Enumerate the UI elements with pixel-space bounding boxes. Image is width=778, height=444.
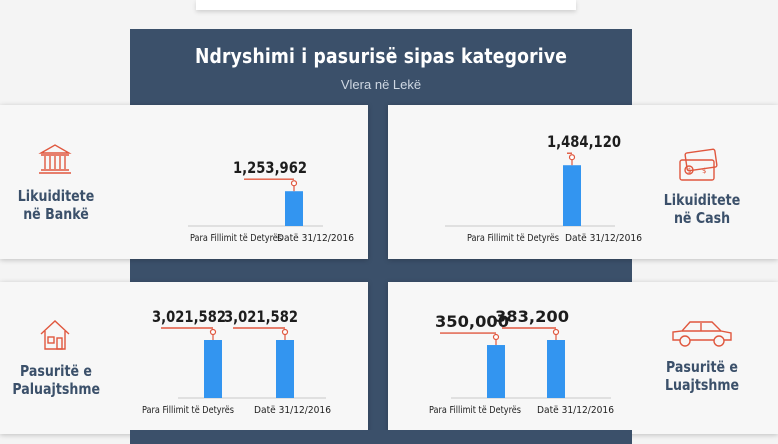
chart-marker (492, 333, 500, 341)
banner-bottom (130, 430, 632, 444)
chart-tick-label: Datë 31/12/2016 (565, 233, 642, 244)
card-cash (388, 105, 778, 259)
chart-tick-label: Para Fillimit të Detyrës (429, 405, 521, 416)
card-label-line: në Cash (673, 209, 731, 227)
chart-cash: 1,484,120 Para Fillimit të Detyrës Datë 31… (445, 132, 642, 244)
chart-tick-label: Para Fillimit të Detyrës (142, 405, 234, 416)
chart-data-label: 350,000 (435, 312, 509, 331)
card-label-bank: Likuiditete në Bankë (12, 187, 99, 223)
svg-text:$: $ (687, 167, 691, 175)
card-label-line: Pasuritë e (20, 362, 92, 380)
card-immovable (0, 282, 368, 434)
chart-marker (552, 328, 560, 336)
chart-bar (276, 340, 294, 398)
card-movable (388, 282, 778, 434)
bank-icon (38, 144, 72, 174)
card-label-line: Luajtshme (665, 376, 739, 394)
chart-bar (547, 340, 565, 398)
chart-tick-label: Para Fillimit të Detyrës (190, 233, 282, 244)
chart-data-label: 1,253,962 (233, 158, 307, 177)
chart-data-label: 3,021,582 (224, 307, 298, 326)
card-label-cash: Likuiditete në Cash (658, 191, 745, 227)
card-label-line: Likuiditete (663, 191, 741, 209)
chart-data-label: 1,484,120 (547, 132, 621, 151)
card-bank (0, 105, 368, 259)
chart-bar (487, 345, 505, 398)
chart-marker (209, 328, 217, 336)
chart-marker (290, 180, 298, 187)
car-icon (672, 321, 732, 347)
chart-bar (204, 340, 222, 398)
page-title: Ndryshimi i pasurisë sipas kategorive (194, 44, 568, 68)
svg-text:$: $ (702, 167, 706, 175)
card-label-movable: Pasuritë e Luajtshme (658, 358, 745, 394)
card-label-line: në Bankë (23, 205, 89, 223)
card-label-line: Paluajtshme (12, 380, 101, 398)
chart-tick-label: Datë 31/12/2016 (254, 405, 331, 416)
chart-tick-label: Datë 31/12/2016 (277, 233, 354, 244)
page-subtitle: Vlera në Lekë (340, 77, 422, 92)
card-label-line: Pasuritë e (666, 358, 738, 376)
chart-bar (563, 165, 581, 226)
card-label-immovable: Pasuritë e Paluajtshme (12, 362, 101, 398)
house-icon (40, 320, 70, 350)
chart-marker (568, 154, 576, 161)
chart-data-label: 3,021,582 (152, 307, 226, 326)
chart-bar (285, 191, 303, 226)
chart-tick-label: Datë 31/12/2016 (537, 405, 614, 416)
chart-marker (281, 328, 289, 336)
cash-icon: $ $ (679, 148, 718, 181)
top-card-stub (196, 0, 576, 10)
chart-tick-label: Para Fillimit të Detyrës (467, 233, 559, 244)
chart-data-label: 383,200 (495, 307, 569, 326)
card-label-line: Likuiditete (17, 187, 95, 205)
